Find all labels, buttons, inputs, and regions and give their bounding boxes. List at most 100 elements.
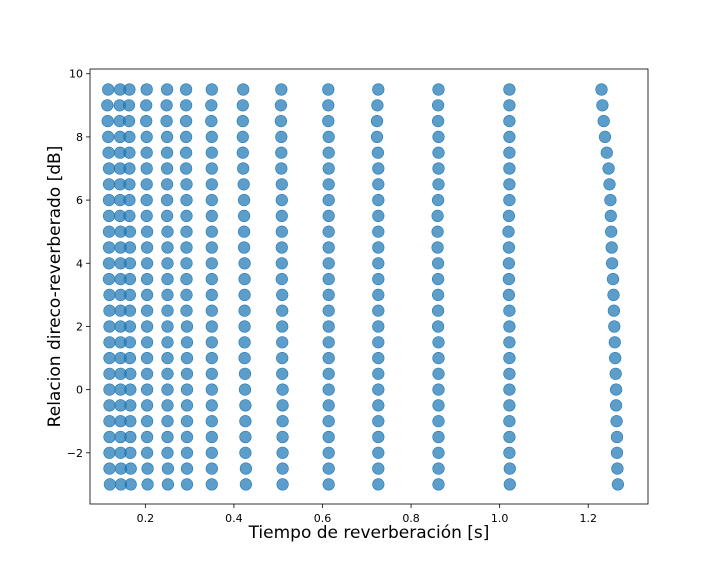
y-tick-label: 6	[76, 194, 83, 207]
scatter-point	[322, 304, 335, 317]
scatter-point	[322, 415, 335, 428]
scatter-point	[161, 383, 174, 396]
scatter-point	[322, 209, 335, 222]
scatter-point	[102, 178, 116, 191]
scatter-point	[607, 288, 620, 302]
scatter-point	[238, 352, 251, 365]
scatter-point	[161, 399, 174, 412]
x-tick-label: 0.4	[225, 512, 243, 525]
scatter-point	[276, 462, 289, 475]
scatter-point	[102, 83, 115, 96]
scatter-point	[432, 367, 445, 380]
scatter-point	[161, 225, 174, 238]
scatter-point	[180, 209, 193, 222]
scatter-point	[103, 352, 116, 365]
scatter-point	[180, 178, 193, 191]
scatter-point	[432, 383, 445, 396]
scatter-point	[432, 352, 445, 365]
scatter-point	[205, 446, 218, 459]
scatter-point	[372, 430, 385, 444]
scatter-point	[275, 130, 288, 143]
scatter-point	[502, 225, 515, 238]
y-axis-label: Relacion direco-reverberado [dB]	[45, 146, 65, 428]
scatter-point	[180, 225, 193, 238]
scatter-point	[161, 478, 174, 491]
scatter-point	[180, 383, 194, 396]
scatter-point	[432, 415, 445, 428]
scatter-point	[606, 273, 620, 286]
scatter-point	[432, 399, 445, 412]
scatter-point	[276, 320, 289, 333]
scatter-point	[372, 162, 385, 175]
scatter-point	[275, 209, 288, 222]
scatter-point	[236, 99, 249, 112]
scatter-point	[432, 320, 445, 333]
scatter-point	[276, 383, 289, 396]
scatter-point	[610, 430, 624, 444]
scatter-point	[160, 99, 173, 112]
scatter-point	[322, 130, 335, 143]
scatter-point	[503, 446, 516, 459]
scatter-point	[141, 320, 154, 333]
scatter-point	[161, 446, 174, 459]
scatter-point	[432, 288, 445, 302]
scatter-point	[276, 352, 289, 365]
scatter-point	[141, 304, 154, 317]
scatter-point	[141, 273, 154, 286]
scatter-point	[322, 83, 335, 96]
scatter-point	[205, 209, 218, 222]
scatter-point	[370, 130, 384, 143]
scatter-point	[432, 146, 445, 159]
y-tick-label: 4	[76, 257, 83, 270]
y-tick-label: 10	[69, 68, 83, 81]
scatter-point	[236, 146, 249, 159]
scatter-point	[370, 114, 384, 128]
scatter-point	[372, 273, 385, 286]
scatter-point	[140, 130, 153, 143]
scatter-point	[503, 114, 516, 128]
scatter-point	[161, 162, 174, 175]
x-tick-label: 1.0	[491, 512, 509, 525]
scatter-point	[205, 273, 218, 286]
scatter-point	[605, 241, 618, 254]
scatter-point	[503, 146, 516, 159]
scatter-point	[372, 288, 385, 302]
scatter-point	[502, 273, 516, 286]
scatter-point	[322, 178, 335, 191]
scatter-point	[322, 352, 335, 365]
scatter-point	[239, 446, 252, 459]
scatter-point	[180, 114, 193, 128]
scatter-point	[102, 146, 115, 159]
scatter-point	[124, 446, 137, 459]
scatter-point	[141, 383, 154, 396]
scatter-point	[205, 336, 218, 349]
scatter-point	[372, 241, 385, 254]
scatter-point	[161, 178, 174, 191]
scatter-point	[205, 162, 218, 175]
scatter-point	[140, 146, 153, 159]
scatter-point	[123, 273, 136, 286]
scatter-point	[205, 383, 218, 396]
scatter-point	[205, 478, 218, 491]
scatter-point	[140, 209, 153, 222]
scatter-point	[205, 367, 218, 380]
scatter-point	[141, 478, 154, 491]
scatter-point	[124, 383, 137, 396]
scatter-point	[275, 257, 288, 270]
scatter-point	[205, 241, 218, 254]
scatter-point	[123, 162, 136, 175]
scatter-point	[141, 352, 154, 365]
scatter-point	[160, 114, 173, 128]
scatter-point	[609, 352, 622, 365]
scatter-point	[275, 225, 288, 238]
scatter-point	[124, 399, 137, 412]
scatter-point	[161, 352, 174, 365]
scatter-point	[124, 367, 137, 380]
scatter-point	[140, 162, 153, 175]
scatter-point	[595, 83, 608, 96]
scatter-point	[123, 225, 136, 238]
scatter-point	[237, 83, 250, 96]
scatter-point	[102, 273, 116, 286]
scatter-point	[180, 352, 194, 365]
